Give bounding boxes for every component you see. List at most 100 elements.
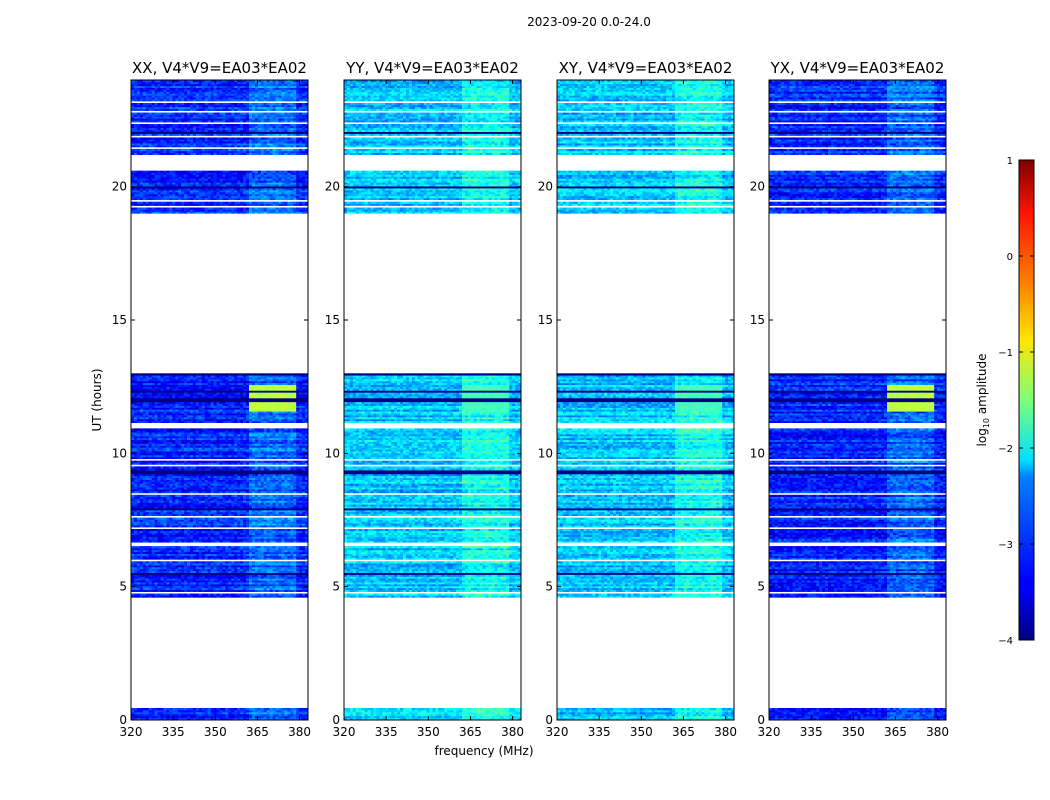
heatmap-cell bbox=[234, 443, 238, 446]
heatmap-cell bbox=[142, 445, 147, 448]
heatmap-cell bbox=[275, 532, 279, 535]
heatmap-cell bbox=[234, 477, 238, 480]
heatmap-cell bbox=[216, 538, 220, 541]
heatmap-cell bbox=[299, 716, 303, 719]
heatmap-cell bbox=[281, 485, 285, 488]
heatmap-cell bbox=[237, 566, 241, 570]
heatmap-cell bbox=[231, 443, 235, 446]
heatmap-cell bbox=[278, 538, 282, 541]
heatmap-cell bbox=[136, 434, 141, 437]
heatmap-cell bbox=[251, 502, 256, 505]
heatmap-cell bbox=[284, 710, 288, 713]
heatmap-cell bbox=[136, 572, 141, 575]
heatmap-cell bbox=[184, 566, 188, 570]
heatmap-cell bbox=[157, 513, 161, 517]
heatmap-cell bbox=[195, 572, 200, 575]
heatmap-cell bbox=[166, 589, 170, 592]
heatmap-cell bbox=[278, 716, 282, 719]
heatmap-cell bbox=[201, 454, 206, 458]
heatmap-cell bbox=[225, 510, 229, 513]
heatmap-cell bbox=[139, 570, 144, 573]
heatmap-cell bbox=[287, 437, 291, 441]
heatmap-cell bbox=[175, 468, 179, 471]
heatmap-cell bbox=[293, 487, 297, 490]
heatmap-cell bbox=[246, 473, 250, 477]
heatmap-cell bbox=[299, 460, 303, 463]
heatmap-cell bbox=[257, 580, 262, 583]
heatmap-cell bbox=[263, 563, 267, 566]
heatmap-cell bbox=[225, 540, 229, 543]
heatmap-cell bbox=[302, 530, 306, 534]
heatmap-cell bbox=[133, 561, 138, 564]
heatmap-cell bbox=[263, 555, 267, 558]
heatmap-cell bbox=[219, 589, 223, 592]
heatmap-cell bbox=[148, 708, 152, 711]
heatmap-cell bbox=[287, 530, 291, 534]
heatmap-cell bbox=[249, 511, 253, 515]
heatmap-cell bbox=[136, 589, 141, 592]
heatmap-cell bbox=[263, 585, 267, 589]
heatmap-cell bbox=[263, 447, 267, 450]
heatmap-cell bbox=[178, 453, 182, 456]
heatmap-cell bbox=[263, 477, 267, 480]
heatmap-cell bbox=[266, 718, 270, 721]
heatmap-cell bbox=[228, 487, 232, 490]
heatmap-cell bbox=[275, 517, 279, 520]
heatmap-cell bbox=[145, 513, 149, 517]
heatmap-cell bbox=[305, 451, 309, 454]
heatmap-cell bbox=[305, 470, 309, 473]
heatmap-cell bbox=[225, 445, 229, 448]
heatmap-cell bbox=[222, 532, 226, 535]
heatmap-cell bbox=[207, 447, 211, 450]
heatmap-cell bbox=[240, 472, 244, 475]
heatmap-cell bbox=[136, 708, 141, 711]
heatmap-cell bbox=[178, 477, 182, 480]
heatmap-cell bbox=[284, 549, 288, 553]
heatmap-cell bbox=[234, 435, 238, 439]
heatmap-cell bbox=[246, 547, 250, 551]
heatmap-cell bbox=[184, 435, 188, 439]
heatmap-cell bbox=[136, 568, 141, 572]
heatmap-cell bbox=[169, 565, 173, 568]
heatmap-cell bbox=[263, 578, 267, 581]
heatmap-cell bbox=[151, 494, 155, 498]
heatmap-cell bbox=[133, 451, 138, 454]
heatmap-cell bbox=[198, 570, 203, 573]
heatmap-cell bbox=[139, 555, 144, 558]
heatmap-cell bbox=[190, 582, 194, 585]
heatmap-cell bbox=[163, 491, 167, 494]
heatmap-cell bbox=[192, 568, 197, 572]
heatmap-cell bbox=[142, 540, 147, 543]
heatmap-cell bbox=[154, 572, 158, 575]
heatmap-cell bbox=[184, 540, 188, 543]
heatmap-cell bbox=[237, 477, 241, 480]
heatmap-cell bbox=[198, 572, 203, 575]
heatmap-cell bbox=[148, 489, 152, 492]
heatmap-cell bbox=[145, 477, 149, 480]
heatmap-cell bbox=[175, 547, 179, 551]
heatmap-cell bbox=[249, 561, 253, 564]
heatmap-cell bbox=[278, 487, 282, 490]
heatmap-cell bbox=[302, 582, 306, 585]
heatmap-cell bbox=[148, 540, 152, 543]
heatmap-cell bbox=[257, 462, 262, 465]
heatmap-cell bbox=[133, 555, 138, 558]
heatmap-cell bbox=[240, 565, 244, 568]
heatmap-cell bbox=[169, 481, 173, 484]
heatmap-cell bbox=[222, 561, 226, 564]
heatmap-cell bbox=[157, 498, 161, 501]
heatmap-cell bbox=[243, 716, 247, 719]
heatmap-cell bbox=[178, 439, 182, 442]
heatmap-cell bbox=[166, 491, 170, 494]
heatmap-cell bbox=[195, 532, 200, 535]
heatmap-cell bbox=[240, 447, 244, 450]
heatmap-cell bbox=[219, 434, 223, 437]
heatmap-cell bbox=[219, 453, 223, 456]
heatmap-cell bbox=[222, 718, 226, 721]
heatmap-cell bbox=[305, 532, 309, 535]
heatmap-cell bbox=[266, 549, 270, 553]
heatmap-cell bbox=[133, 504, 138, 507]
heatmap-cell bbox=[207, 574, 211, 577]
heatmap-cell bbox=[175, 504, 179, 507]
heatmap-cell bbox=[163, 519, 167, 522]
